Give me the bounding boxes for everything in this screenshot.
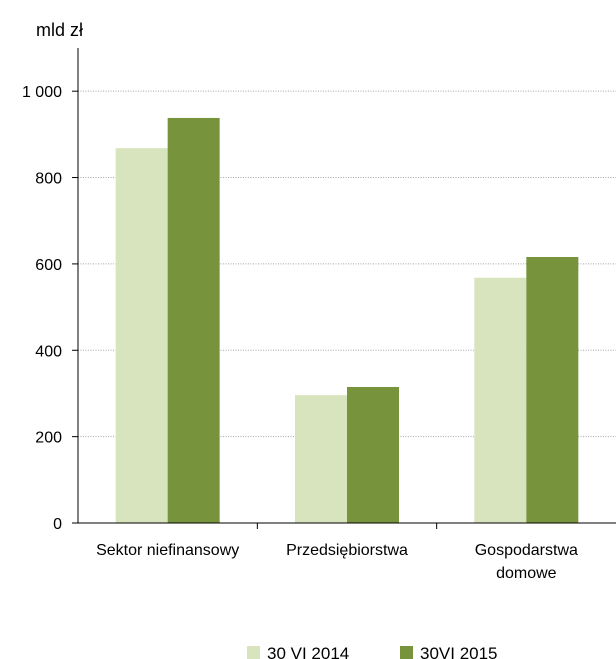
y-tick-labels: 0 200 400 600 800 1 000 (22, 84, 62, 533)
y-tick-label: 0 (53, 516, 62, 533)
legend-label: 30VI 2015 (420, 644, 498, 659)
category-label: Przedsiębiorstwa (286, 542, 408, 559)
legend-swatch (247, 646, 260, 659)
y-tick-label: 800 (35, 171, 62, 188)
bars (115, 117, 579, 524)
legend-swatch (400, 646, 413, 659)
bar (474, 277, 527, 523)
bar (167, 117, 220, 524)
y-tick-label: 200 (35, 430, 62, 447)
y-unit-label: mld zł (36, 20, 83, 40)
category-label: Sektor niefinansowy (96, 542, 239, 559)
legend-label: 30 VI 2014 (267, 644, 349, 659)
bar (115, 148, 168, 523)
bar (295, 395, 347, 523)
bar (526, 257, 579, 523)
y-tick-label: 600 (35, 257, 62, 274)
axes (72, 48, 616, 529)
y-tick-label: 400 (35, 343, 62, 360)
legend: 30 VI 2014 30VI 2015 (247, 644, 498, 659)
category-labels: Sektor niefinansowy Przedsiębiorstwa Gospo… (96, 542, 578, 582)
category-label: Gospodarstwa domowe (475, 542, 578, 582)
bar (347, 386, 399, 523)
y-tick-label: 1 000 (22, 84, 62, 101)
